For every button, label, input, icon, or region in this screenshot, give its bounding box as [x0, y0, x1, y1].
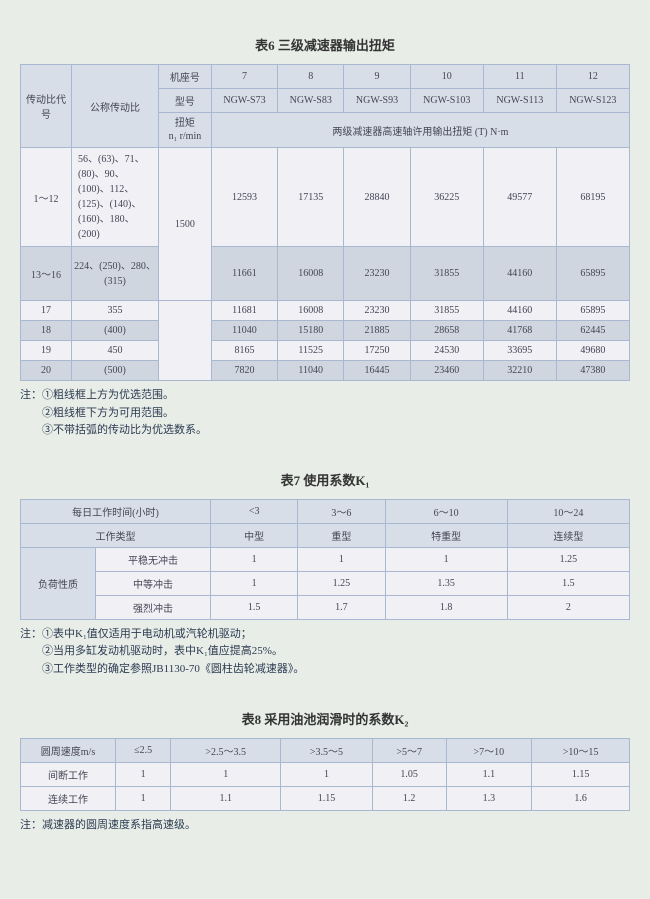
table7-notes: 注：①表中K₁值仅适用于电动机或汽轮机驱动； ②当用多缸发动机驱动时，表中K₁值…: [20, 626, 630, 679]
col-work-type: 工作类型: [21, 523, 211, 547]
m11: 11: [483, 65, 556, 89]
g2v0: 11661: [211, 247, 277, 301]
m7: 7: [211, 65, 277, 89]
g1v2: 28840: [344, 148, 410, 247]
model2: NGW-S93: [344, 89, 410, 113]
band-label: 两级减速器高速轴许用输出扭矩 (T) N·m: [211, 113, 629, 148]
table8-notes: 注：减速器的圆周速度系指高速级。: [20, 817, 630, 835]
g1v1: 17135: [278, 148, 344, 247]
g1v4: 49577: [483, 148, 556, 247]
table7-row-0: 负荷性质 平稳无冲击 1 1 1 1.25: [21, 547, 630, 571]
table8-row-1: 连续工作 1 1.1 1.15 1.2 1.3 1.6: [21, 786, 630, 810]
col-ratio-code: 传动比代号: [21, 65, 72, 148]
g2v3: 31855: [410, 247, 483, 301]
table7-row-2: 强烈冲击 1.5 1.7 1.8 2: [21, 595, 630, 619]
table6-row-grp1: 1～12 56、(63)、71、(80)、90、(100)、112、(125)、…: [21, 148, 630, 247]
table6: 传动比代号 公称传动比 机座号 7 8 9 10 11 12 型号 NGW-S7…: [20, 64, 630, 381]
table8-title: 表8 采用油池润滑时的系数K₂: [20, 709, 630, 728]
table8: 圆周速度m/s ≤2.5 >2.5～3.5 >3.5～5 >5～7 >7～10 …: [20, 738, 630, 811]
model3: NGW-S103: [410, 89, 483, 113]
g2v4: 44160: [483, 247, 556, 301]
g1v3: 36225: [410, 148, 483, 247]
g1v0: 12593: [211, 148, 277, 247]
g2v2: 23230: [344, 247, 410, 301]
grp2-ratios: 224、(250)、280、(315): [72, 247, 159, 301]
model4: NGW-S113: [483, 89, 556, 113]
model5: NGW-S123: [556, 89, 629, 113]
table8-row-0: 间断工作 1 1 1 1.05 1.1 1.15: [21, 762, 630, 786]
table7-row-1: 中等冲击 1 1.25 1.35 1.5: [21, 571, 630, 595]
table6-row-20: 20 (500) 7820 11040 16445 23460 32210 47…: [21, 361, 630, 381]
col-speed: 圆周速度m/s: [21, 738, 116, 762]
col-nominal-ratio: 公称传动比: [72, 65, 159, 148]
m9: 9: [344, 65, 410, 89]
table6-row-17: 17 355 11681 16008 23230 31855 44160 658…: [21, 301, 630, 321]
table6-row-grp2: 13～16 224、(250)、280、(315) 11661 16008 23…: [21, 247, 630, 301]
table6-row-19: 19 450 8165 11525 17250 24530 33695 4968…: [21, 341, 630, 361]
m10: 10: [410, 65, 483, 89]
table6-notes: 注：①粗线框上方为优选范围。 ②粗线框下方为可用范围。 ③不带括弧的传动比为优选…: [20, 387, 630, 440]
col-load-nature: 负荷性质: [21, 547, 96, 619]
table7-block: 表7 使用系数K₁ 每日工作时间(小时) <3 3～6 6～10 10～24 工…: [20, 470, 630, 679]
m8: 8: [278, 65, 344, 89]
g2v5: 65895: [556, 247, 629, 301]
table7-title: 表7 使用系数K₁: [20, 470, 630, 489]
table6-block: 表6 三级减速器输出扭矩 传动比代号 公称传动比 机座号 7 8 9 10 11…: [20, 35, 630, 440]
col-machine-no: 机座号: [159, 65, 212, 89]
rpm-value: 1500: [159, 148, 212, 301]
model1: NGW-S83: [278, 89, 344, 113]
rpm-empty: [159, 301, 212, 381]
torque-rpm-label: 扭矩 n₁ r/min: [159, 113, 212, 148]
grp1-code: 1～12: [21, 148, 72, 247]
model0: NGW-S73: [211, 89, 277, 113]
table8-block: 表8 采用油池润滑时的系数K₂ 圆周速度m/s ≤2.5 >2.5～3.5 >3…: [20, 709, 630, 835]
col-model-no: 型号: [159, 89, 212, 113]
g1v5: 68195: [556, 148, 629, 247]
col-hours: 每日工作时间(小时): [21, 499, 211, 523]
g2v1: 16008: [278, 247, 344, 301]
grp1-ratios: 56、(63)、71、(80)、90、(100)、112、(125)、(140)…: [72, 148, 159, 247]
table6-title: 表6 三级减速器输出扭矩: [20, 35, 630, 54]
m12: 12: [556, 65, 629, 89]
grp2-code: 13～16: [21, 247, 72, 301]
table7: 每日工作时间(小时) <3 3～6 6～10 10～24 工作类型 中型 重型 …: [20, 499, 630, 620]
table6-row-18: 18 (400) 11040 15180 21885 28658 41768 6…: [21, 321, 630, 341]
